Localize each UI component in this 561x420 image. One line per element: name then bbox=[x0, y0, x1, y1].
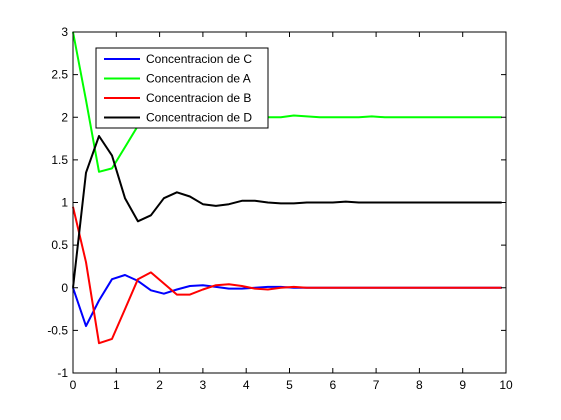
y-tick-label: 0 bbox=[61, 281, 68, 295]
y-tick-label: 0.5 bbox=[51, 238, 68, 252]
y-tick-label: 1.5 bbox=[51, 153, 68, 167]
y-tick-label: 2 bbox=[61, 110, 68, 124]
x-tick-label: 1 bbox=[113, 378, 120, 392]
y-tick-label: 1 bbox=[61, 196, 68, 210]
y-tick-label: -0.5 bbox=[47, 323, 68, 337]
axis-ticks bbox=[72, 31, 507, 374]
x-tick-label: 7 bbox=[373, 378, 380, 392]
x-tick-label: 4 bbox=[243, 378, 250, 392]
legend-label-4: Concentracion de D bbox=[146, 111, 252, 125]
x-tick-label: 8 bbox=[416, 378, 423, 392]
x-tick-label: 3 bbox=[200, 378, 207, 392]
axis-tick-labels: 0 1 2 3 4 5 6 7 8 9 10 -1 -0.5 0 0.5 1 1.5 2 2.5 3 bbox=[47, 25, 513, 392]
legend-label-3: Concentracion de B bbox=[146, 91, 251, 105]
x-tick-label: 9 bbox=[459, 378, 466, 392]
legend: Concentracion de C Concentracion de A Conc… bbox=[95, 47, 269, 129]
series-lines bbox=[72, 31, 502, 345]
legend-label-2: Concentracion de A bbox=[146, 72, 251, 86]
x-tick-label: 6 bbox=[329, 378, 336, 392]
x-tick-label: 10 bbox=[499, 378, 513, 392]
x-tick-label: 0 bbox=[70, 378, 77, 392]
series-line-4 bbox=[72, 135, 502, 288]
y-tick-label: -1 bbox=[57, 366, 68, 380]
y-tick-label: 2.5 bbox=[51, 68, 68, 82]
legend-label-1: Concentracion de C bbox=[146, 52, 252, 66]
series-line-3 bbox=[72, 206, 502, 345]
x-tick-label: 5 bbox=[286, 378, 293, 392]
x-tick-label: 2 bbox=[156, 378, 163, 392]
legend-box bbox=[95, 47, 269, 129]
y-tick-label: 3 bbox=[61, 25, 68, 39]
